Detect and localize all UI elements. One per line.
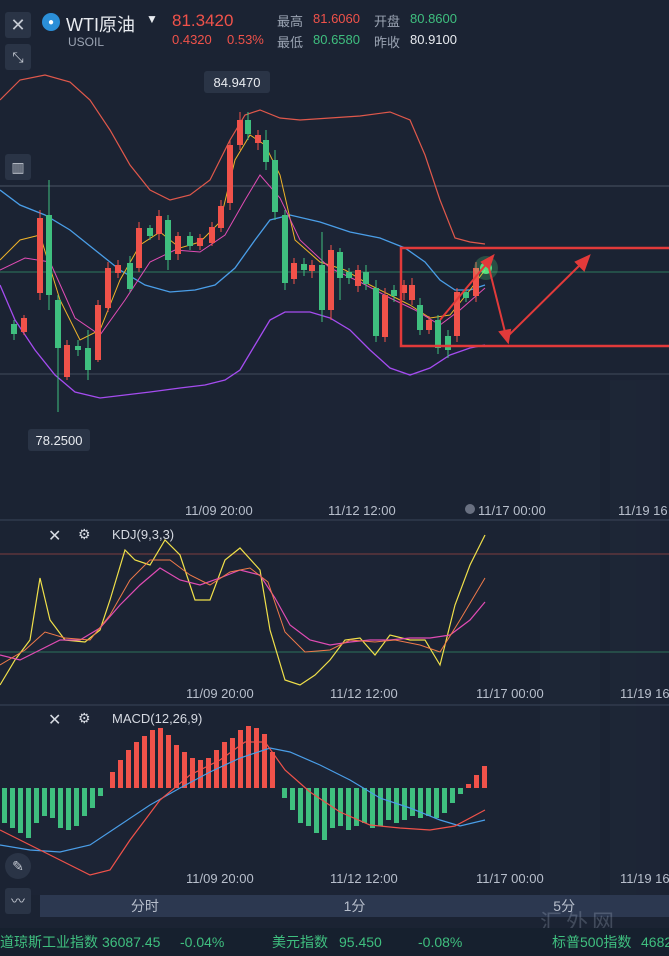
x-tick-macd-4: 11/19 16 (620, 871, 669, 886)
ticker-item1-name: 道琼斯工业指数 (0, 934, 98, 950)
prev-close-value: 80.9100 (410, 32, 457, 47)
ticker-item1-value: 36087.45 (102, 934, 161, 950)
timeframe-tabs: 分时 1分 5分 (40, 895, 669, 917)
lower-band-line (0, 284, 486, 399)
tab-5min[interactable]: 5分 (553, 898, 576, 914)
x-tick-main-4: 11/19 16 (618, 503, 668, 518)
indicator-icon[interactable]: 〰 (5, 888, 31, 914)
open-value: 80.8600 (410, 11, 457, 26)
price-change: 0.4320 (172, 32, 212, 47)
low-label: 最低 (277, 35, 304, 50)
high-value: 81.6060 (313, 11, 360, 26)
chart-canvas[interactable]: 11/09 20:00 11/12 12:00 11/17 00:00 11/1… (0, 0, 669, 895)
market-ticker[interactable]: 道琼斯工业指数 36087.45 -0.04% 美元指数 95.450 -0.0… (0, 928, 669, 956)
x-tick-main-1: 11/09 20:00 (185, 503, 253, 518)
symbol-name[interactable]: WTI原油 (66, 15, 135, 35)
candlesticks (11, 112, 479, 412)
kdj-close-icon[interactable]: ✕ (48, 528, 62, 545)
macd-gear-icon[interactable]: ⚙ (78, 710, 91, 726)
min-price-label: 78.2500 (36, 433, 83, 448)
chevron-down-icon[interactable]: ▼ (146, 12, 158, 26)
high-label: 最高 (277, 14, 304, 29)
tab-intraday[interactable]: 分时 (130, 898, 159, 914)
macd-dif-line (0, 747, 486, 853)
x-tick-macd-1: 11/09 20:00 (186, 871, 254, 886)
macd-close-icon[interactable]: ✕ (48, 712, 62, 729)
ticker-item3-value: 4682 (641, 934, 669, 950)
annotation-arrows (439, 253, 591, 345)
macd-dea-line (0, 741, 486, 876)
kdj-j-line (0, 534, 486, 686)
ticker-item3-name: 标普500指数 (552, 934, 632, 950)
upper-band-line (0, 74, 486, 245)
ticker-item2-change: -0.08% (418, 934, 463, 950)
open-label: 开盘 (374, 14, 401, 29)
price-change-pct: 0.53% (227, 32, 264, 47)
prev-close-label: 昨收 (374, 35, 401, 50)
kdj-label: KDJ(9,3,3) (112, 527, 175, 542)
chart-type-icon[interactable]: ▥ (5, 154, 31, 180)
max-price-label: 84.9470 (214, 75, 261, 90)
current-price: 81.3420 (172, 11, 234, 30)
x-tick-macd-3: 11/17 00:00 (476, 871, 544, 886)
ticker-item1-change: -0.04% (180, 934, 225, 950)
x-tick-kdj-4: 11/19 16 (620, 686, 669, 701)
low-value: 80.6580 (313, 32, 360, 47)
close-icon[interactable]: ✕ (5, 12, 31, 38)
x-tick-main-3: 11/17 00:00 (478, 503, 546, 518)
draw-icon[interactable]: ✎ (5, 853, 31, 879)
mid-band-line (0, 189, 486, 293)
symbol-logo-icon: ● (42, 13, 60, 31)
annotation-rectangle[interactable] (399, 246, 669, 348)
symbol-code: USOIL (68, 35, 105, 49)
macd-label: MACD(12,26,9) (112, 711, 203, 726)
x-tick-kdj-2: 11/12 12:00 (330, 686, 398, 701)
kdj-d-line (0, 567, 486, 661)
x-tick-macd-2: 11/12 12:00 (330, 871, 398, 886)
x-tick-kdj-3: 11/17 00:00 (476, 686, 544, 701)
x-tick-kdj-1: 11/09 20:00 (186, 686, 254, 701)
kdj-gear-icon[interactable]: ⚙ (78, 526, 91, 542)
tab-1min[interactable]: 1分 (343, 898, 366, 914)
x-tick-main-2: 11/12 12:00 (328, 503, 396, 518)
ticker-item2-name: 美元指数 (272, 934, 328, 950)
ticker-item2-value: 95.450 (339, 934, 382, 950)
collapse-icon[interactable]: ⤡ (5, 44, 31, 70)
